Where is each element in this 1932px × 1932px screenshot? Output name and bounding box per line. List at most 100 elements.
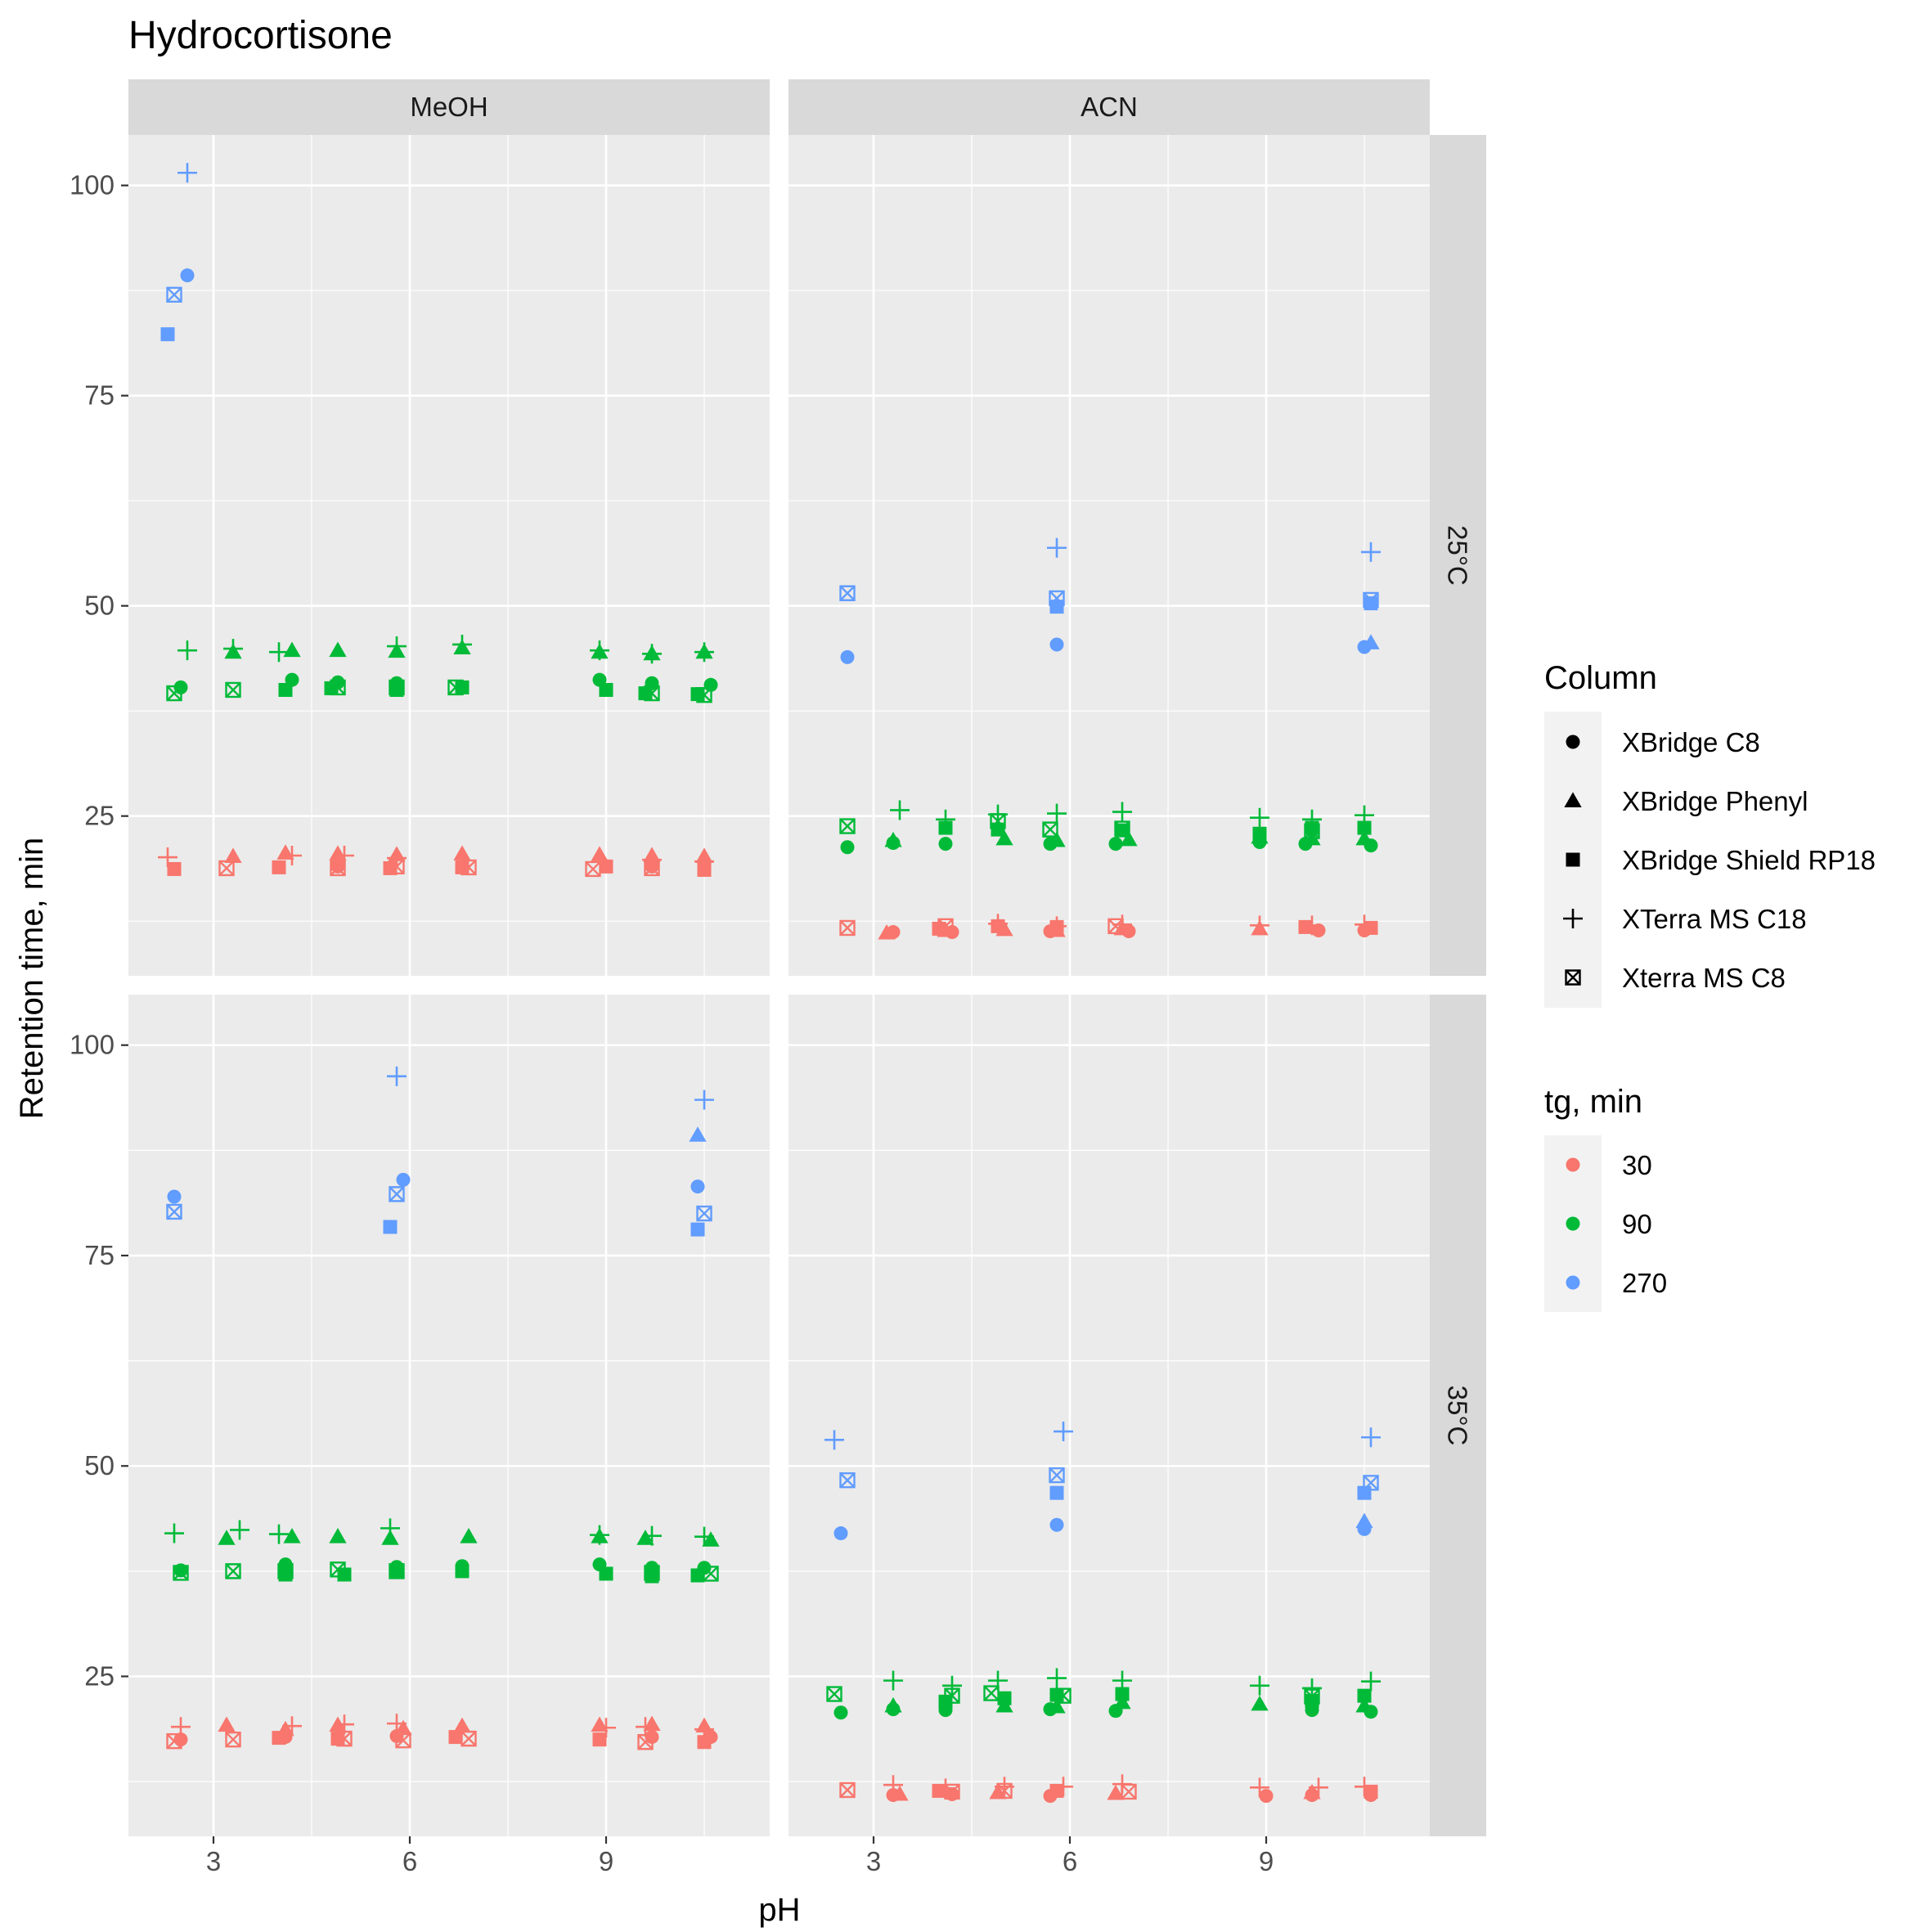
data-point-triangle xyxy=(381,1530,399,1545)
data-point-square-x xyxy=(461,1730,477,1747)
data-point-plus xyxy=(1047,1668,1067,1688)
data-point-circle xyxy=(1305,1788,1319,1803)
data-point-plus xyxy=(164,1523,184,1543)
data-point-square xyxy=(1357,1688,1372,1703)
strip-top xyxy=(789,79,1430,135)
data-point-circle xyxy=(1298,837,1313,851)
panel-acn-25c: ACN 25°C xyxy=(789,79,1486,976)
data-point-square xyxy=(1298,919,1313,934)
x-tick-label: 9 xyxy=(1259,1846,1274,1876)
data-point-circle xyxy=(1252,835,1267,850)
legend-key-square xyxy=(1566,852,1580,867)
data-point-plus xyxy=(177,640,197,661)
data-point-triangle xyxy=(1251,1695,1269,1711)
data-point-square xyxy=(645,1569,659,1584)
data-point-circle xyxy=(886,1702,901,1717)
data-point-triangle xyxy=(218,1716,236,1732)
y-tick-label: 100 xyxy=(70,170,115,200)
data-point-square-x xyxy=(696,686,712,703)
data-point-square-x xyxy=(461,859,477,876)
panel-background xyxy=(128,995,770,1836)
data-point-plus xyxy=(824,1430,844,1450)
data-point-square xyxy=(167,861,182,876)
data-point-plus xyxy=(636,1717,655,1737)
data-point-square xyxy=(337,1567,352,1582)
strip-right xyxy=(1430,995,1486,1836)
facet-panels: MeOH 25 50 75 100 ACN 25°C 25 50 75 100 3 6 9 35°C 3 6 9 xyxy=(70,79,1486,1876)
data-point-plus xyxy=(1250,807,1269,828)
data-point-plus xyxy=(942,1675,962,1696)
data-point-plus xyxy=(1047,803,1067,824)
data-point-square-x xyxy=(166,1203,182,1220)
data-point-circle xyxy=(1357,640,1372,654)
data-point-circle xyxy=(886,925,901,940)
data-point-square xyxy=(932,1783,946,1798)
data-point-triangle xyxy=(218,1530,236,1545)
x-tick-label: 6 xyxy=(402,1846,417,1876)
data-point-plus xyxy=(1361,541,1381,562)
strip-label-solvent: ACN xyxy=(1081,92,1138,122)
data-point-circle xyxy=(1357,1521,1372,1536)
data-point-square-x xyxy=(826,1686,842,1702)
data-point-triangle xyxy=(591,1528,609,1543)
data-point-square-x xyxy=(389,1563,405,1579)
data-point-circle xyxy=(1108,837,1123,851)
data-point-circle xyxy=(945,925,959,940)
data-point-circle xyxy=(840,840,855,855)
data-point-triangle xyxy=(636,1530,654,1545)
data-point-triangle xyxy=(453,639,471,655)
data-point-square-x xyxy=(696,1205,712,1222)
data-point-square-x xyxy=(839,585,856,601)
data-point-square-x xyxy=(166,1733,182,1750)
data-point-plus xyxy=(890,800,910,820)
data-point-triangle xyxy=(995,920,1013,937)
data-point-square-x xyxy=(637,1734,654,1750)
data-point-plus xyxy=(269,642,289,663)
data-point-circle xyxy=(1043,1702,1058,1717)
data-point-square xyxy=(592,1732,607,1747)
data-point-circle xyxy=(1364,1788,1378,1803)
data-point-square-x xyxy=(1121,1783,1137,1800)
y-tick-label: 100 xyxy=(70,1030,115,1060)
data-point-circle xyxy=(1259,1789,1274,1804)
data-point-circle xyxy=(1049,637,1064,652)
panel-acn-35c: 35°C 3 6 9 xyxy=(789,995,1486,1876)
legend-key-triangle xyxy=(1564,792,1582,807)
data-point-square xyxy=(690,1568,705,1583)
data-point-circle xyxy=(1357,923,1372,937)
data-point-circle xyxy=(180,268,195,283)
data-point-square-x xyxy=(166,286,182,303)
strip-label-temperature: 25°C xyxy=(1443,525,1473,586)
y-tick-label: 50 xyxy=(84,591,115,621)
data-point-square-x xyxy=(447,679,464,696)
legend-key-color xyxy=(1566,1216,1580,1231)
legend-key-circle xyxy=(1566,735,1580,749)
data-point-circle xyxy=(833,1705,848,1720)
data-point-triangle xyxy=(995,829,1013,846)
data-point-plus xyxy=(230,1520,249,1540)
data-point-square xyxy=(1049,1485,1064,1500)
data-point-triangle xyxy=(689,1126,707,1142)
data-point-circle xyxy=(886,1788,901,1803)
legend-column-label: XTerra MS C18 xyxy=(1622,904,1807,934)
data-point-square-x xyxy=(218,860,235,877)
data-point-triangle xyxy=(283,641,301,658)
data-point-circle xyxy=(396,1172,411,1187)
data-point-square xyxy=(697,862,712,877)
legend-tg-label: 270 xyxy=(1622,1268,1667,1298)
data-point-square-x xyxy=(839,818,856,834)
data-point-plus xyxy=(282,846,302,865)
data-point-plus xyxy=(177,163,197,183)
panel-background xyxy=(789,995,1430,1836)
data-point-circle xyxy=(1049,1517,1064,1532)
data-point-circle xyxy=(1364,1705,1378,1719)
data-point-circle xyxy=(938,1703,953,1718)
strip-label-temperature: 35°C xyxy=(1443,1386,1473,1446)
data-point-triangle xyxy=(1120,830,1138,847)
x-tick-label: 3 xyxy=(206,1846,221,1876)
data-point-triangle xyxy=(388,642,406,658)
x-tick-label: 6 xyxy=(1063,1846,1077,1876)
data-point-plus xyxy=(269,1524,289,1544)
data-point-square xyxy=(1357,1485,1372,1500)
data-point-square xyxy=(272,1731,286,1746)
